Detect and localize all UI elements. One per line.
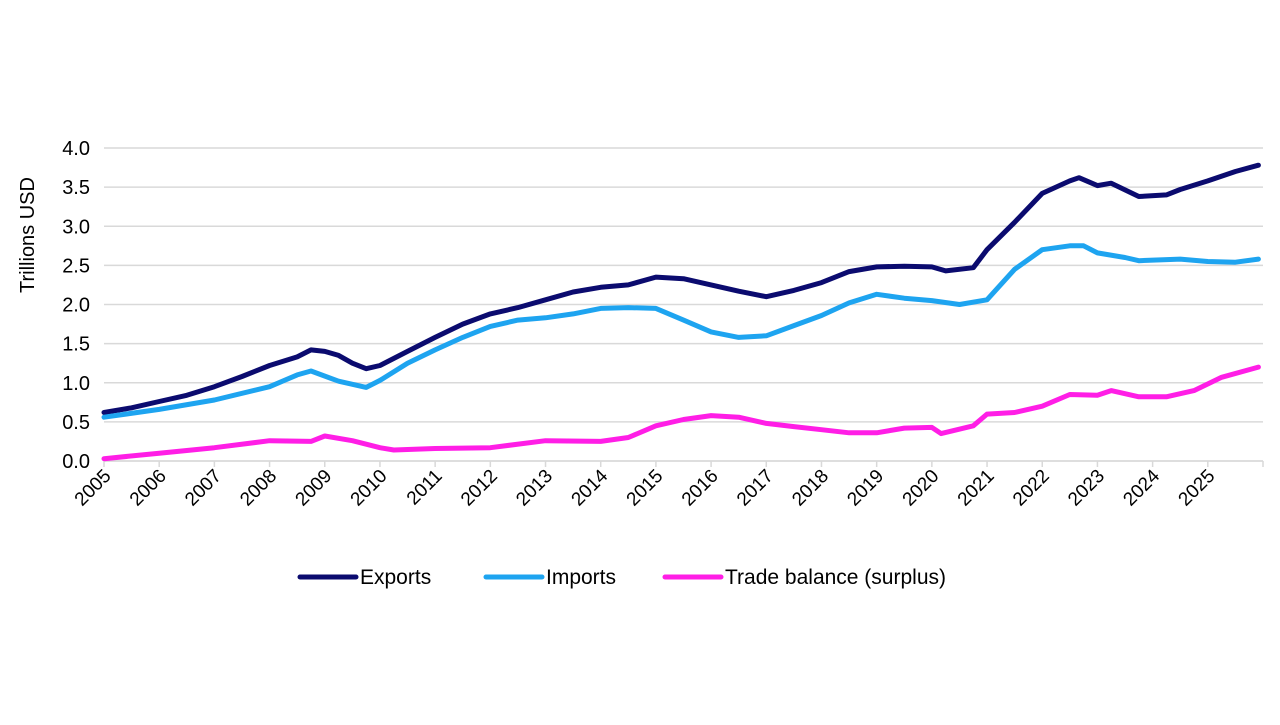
y-tick-label: 3.5: [62, 177, 90, 199]
x-tick-label: 2024: [1119, 465, 1164, 510]
legend-item: Imports: [483, 566, 616, 589]
x-tick-label: 2013: [512, 466, 557, 511]
legend-label: Trade balance (surplus): [725, 566, 946, 589]
x-tick-label: 2021: [954, 466, 999, 511]
x-tick-label: 2007: [181, 466, 226, 511]
series-line-trade-balance-surplus: [101, 364, 1261, 462]
x-tick-label: 2019: [843, 466, 888, 511]
series-line-imports: [101, 243, 1261, 420]
x-tick-label: 2010: [347, 466, 392, 511]
legend: Exports Imports Trade balance (surplus): [297, 566, 946, 589]
y-tick-label: 4.0: [62, 138, 90, 160]
x-tick-label: 2012: [457, 466, 502, 511]
x-tick-label: 2008: [236, 466, 281, 511]
series-lines: [101, 162, 1261, 462]
x-tick-label: 2022: [1009, 466, 1054, 511]
series-line-exports: [101, 162, 1261, 415]
y-tick-label: 2.0: [62, 295, 90, 317]
x-tick-label: 2011: [403, 466, 447, 510]
x-tick-label: 2023: [1064, 466, 1109, 511]
x-axis: 2005 2006 2007 2008 2009 2010 2011 2012 2013 2014…: [71, 460, 1264, 511]
y-tick-label: 2.5: [62, 255, 90, 277]
y-tick-label: 1.5: [62, 334, 90, 356]
y-tick-label: 3.0: [62, 216, 90, 238]
legend-item: Exports: [297, 566, 431, 589]
y-tick-label: 1.0: [62, 373, 90, 395]
y-axis-label: Trillions USD: [17, 177, 39, 293]
x-tick-label: 2018: [788, 466, 833, 511]
x-tick-label: 2006: [126, 466, 171, 511]
x-tick-label: 2016: [678, 466, 723, 511]
legend-label: Exports: [360, 566, 431, 589]
legend-item: Trade balance (surplus): [662, 566, 946, 589]
gridlines: [104, 147, 1263, 462]
x-tick-label: 2015: [623, 466, 668, 511]
x-tick-label: 2020: [899, 466, 944, 511]
x-tick-label: 2017: [733, 466, 778, 511]
legend-label: Imports: [546, 566, 616, 589]
y-axis: 0.0 0.5 1.0 1.5 2.0 2.5 3.0 3.5 4.0: [62, 138, 90, 473]
y-tick-label: 0.0: [62, 451, 90, 473]
x-tick-label: 2025: [1175, 466, 1220, 511]
x-tick-label: 2009: [292, 466, 337, 511]
x-tick-label: 2014: [568, 465, 613, 510]
y-tick-label: 0.5: [62, 412, 90, 434]
